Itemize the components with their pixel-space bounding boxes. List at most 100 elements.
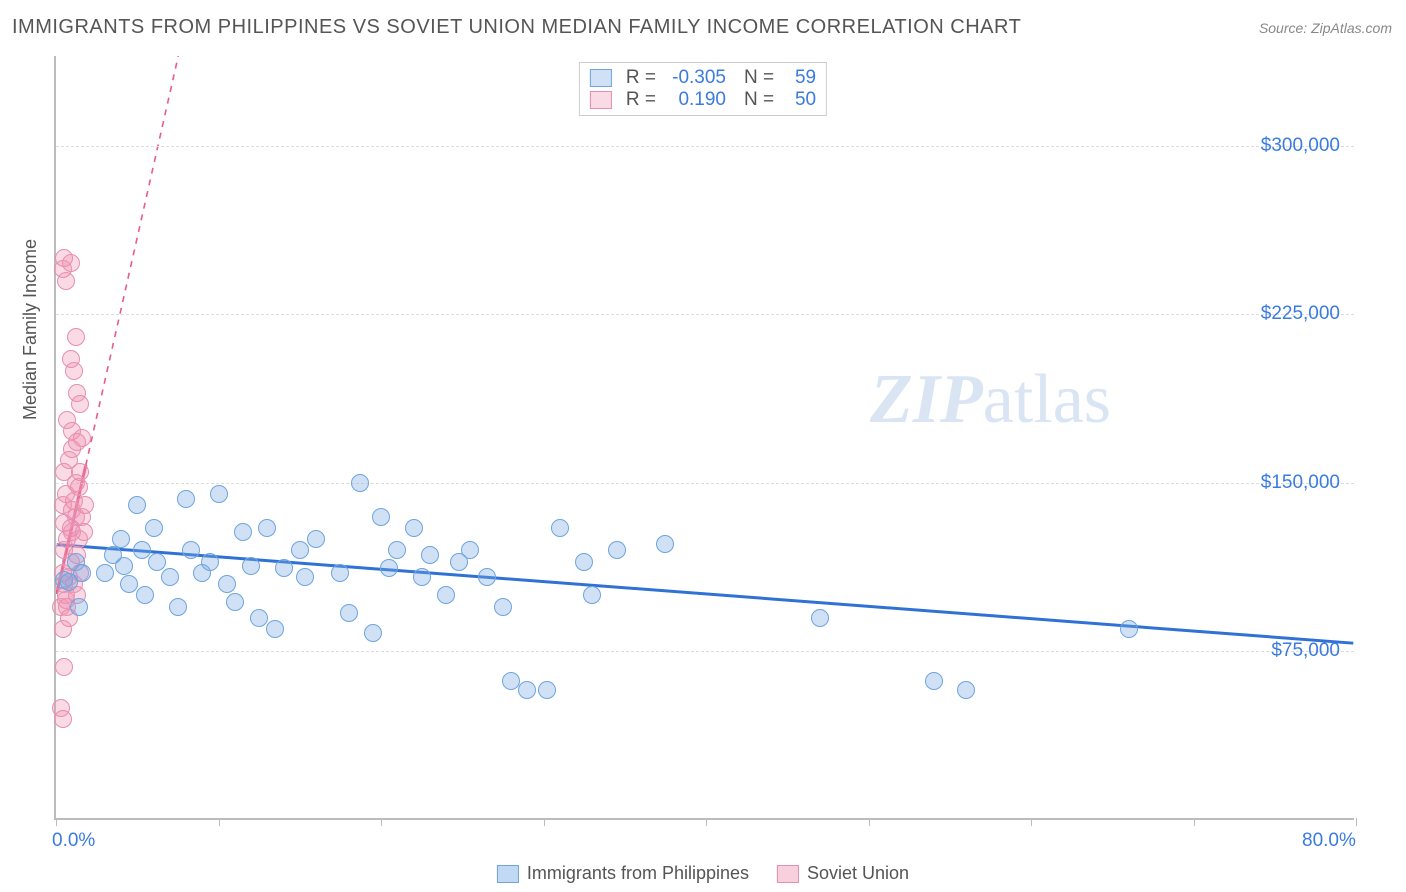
- data-point: [502, 672, 520, 690]
- x-tick-label: 80.0%: [1302, 830, 1356, 852]
- data-point: [656, 535, 674, 553]
- data-point: [478, 568, 496, 586]
- data-point: [583, 586, 601, 604]
- data-point: [177, 490, 195, 508]
- data-point: [538, 681, 556, 699]
- data-point: [1120, 620, 1138, 638]
- data-point: [62, 350, 80, 368]
- data-point: [55, 249, 73, 267]
- legend-n-value: 59: [782, 67, 816, 89]
- chart-title: IMMIGRANTS FROM PHILIPPINES VS SOVIET UN…: [12, 16, 1021, 39]
- data-point: [148, 553, 166, 571]
- data-point: [380, 559, 398, 577]
- data-point: [242, 557, 260, 575]
- data-point: [76, 496, 94, 514]
- data-point: [331, 564, 349, 582]
- correlation-legend: R =-0.305N =59R =0.190N =50: [579, 62, 827, 116]
- x-tick: [56, 818, 57, 826]
- legend-r-label: R =: [626, 67, 656, 89]
- legend-n-label: N =: [744, 67, 774, 89]
- data-point: [128, 496, 146, 514]
- legend-n-label: N =: [744, 89, 774, 111]
- data-point: [811, 609, 829, 627]
- data-point: [388, 541, 406, 559]
- plot-area: $75,000$150,000$225,000$300,0000.0%80.0%: [54, 56, 1354, 820]
- data-point: [437, 586, 455, 604]
- x-tick: [1194, 818, 1195, 826]
- data-point: [169, 598, 187, 616]
- x-tick: [381, 818, 382, 826]
- data-point: [115, 557, 133, 575]
- data-point: [145, 519, 163, 537]
- data-point: [250, 609, 268, 627]
- x-tick: [544, 818, 545, 826]
- legend-swatch: [777, 865, 799, 883]
- data-point: [234, 523, 252, 541]
- data-point: [296, 568, 314, 586]
- x-tick-label: 0.0%: [52, 830, 95, 852]
- legend-swatch: [590, 91, 612, 109]
- data-point: [405, 519, 423, 537]
- data-point: [182, 541, 200, 559]
- data-point: [494, 598, 512, 616]
- data-point: [73, 564, 91, 582]
- data-point: [258, 519, 276, 537]
- legend-n-value: 50: [782, 89, 816, 111]
- legend-swatch: [497, 865, 519, 883]
- y-axis-label: Median Family Income: [20, 239, 41, 420]
- data-point: [161, 568, 179, 586]
- gridline: [56, 146, 1354, 147]
- gridline: [56, 651, 1354, 652]
- data-point: [957, 681, 975, 699]
- legend-item-label: Soviet Union: [807, 863, 909, 883]
- y-tick-label: $150,000: [1261, 472, 1340, 494]
- data-point: [55, 658, 73, 676]
- data-point: [112, 530, 130, 548]
- data-point: [96, 564, 114, 582]
- data-point: [340, 604, 358, 622]
- data-point: [461, 541, 479, 559]
- data-point: [71, 395, 89, 413]
- data-point: [75, 523, 93, 541]
- data-point: [70, 598, 88, 616]
- data-point: [136, 586, 154, 604]
- x-tick: [1031, 818, 1032, 826]
- data-point: [291, 541, 309, 559]
- data-point: [575, 553, 593, 571]
- data-point: [413, 568, 431, 586]
- legend-swatch: [590, 69, 612, 87]
- legend-item: Immigrants from Philippines: [497, 863, 749, 884]
- correlation-legend-row: R =0.190N =50: [590, 89, 816, 111]
- y-tick-label: $75,000: [1271, 640, 1340, 662]
- data-point: [608, 541, 626, 559]
- data-point: [67, 328, 85, 346]
- series-legend: Immigrants from Philippines Soviet Union: [497, 863, 909, 884]
- x-tick: [1356, 818, 1357, 826]
- x-tick: [869, 818, 870, 826]
- x-tick: [219, 818, 220, 826]
- source-label: Source: ZipAtlas.com: [1259, 20, 1392, 36]
- data-point: [201, 553, 219, 571]
- gridline: [56, 483, 1354, 484]
- legend-r-value: 0.190: [664, 89, 726, 111]
- data-point: [266, 620, 284, 638]
- legend-item-label: Immigrants from Philippines: [527, 863, 749, 883]
- data-point: [925, 672, 943, 690]
- data-point: [218, 575, 236, 593]
- y-tick-label: $300,000: [1261, 135, 1340, 157]
- data-point: [70, 478, 88, 496]
- data-point: [551, 519, 569, 537]
- data-point: [518, 681, 536, 699]
- data-point: [210, 485, 228, 503]
- data-point: [226, 593, 244, 611]
- data-point: [71, 463, 89, 481]
- legend-r-value: -0.305: [664, 67, 726, 89]
- chart-svg-overlay: [56, 56, 1354, 818]
- data-point: [372, 508, 390, 526]
- legend-item: Soviet Union: [777, 863, 909, 884]
- data-point: [120, 575, 138, 593]
- data-point: [307, 530, 325, 548]
- y-tick-label: $225,000: [1261, 303, 1340, 325]
- x-tick: [706, 818, 707, 826]
- data-point: [68, 433, 86, 451]
